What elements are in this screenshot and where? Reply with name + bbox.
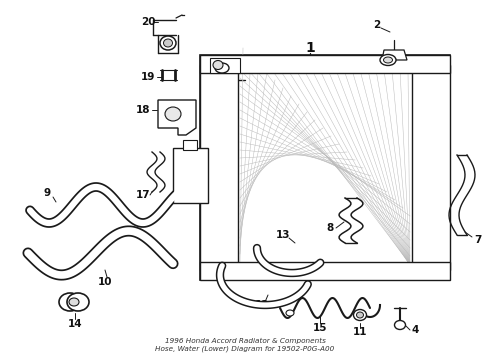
Bar bbox=[412, 65, 450, 270]
Text: 10: 10 bbox=[98, 277, 112, 287]
Text: 2: 2 bbox=[373, 20, 381, 30]
Bar bbox=[210, 58, 240, 73]
Polygon shape bbox=[158, 100, 196, 135]
Ellipse shape bbox=[160, 36, 176, 50]
Polygon shape bbox=[382, 50, 407, 60]
Bar bbox=[200, 55, 450, 280]
Text: 6: 6 bbox=[209, 65, 216, 75]
Bar bbox=[200, 262, 450, 280]
Ellipse shape bbox=[394, 320, 406, 329]
Text: 16: 16 bbox=[211, 170, 225, 180]
Text: 17: 17 bbox=[136, 190, 150, 200]
Text: 18: 18 bbox=[136, 105, 150, 115]
Text: 15: 15 bbox=[313, 323, 327, 333]
Ellipse shape bbox=[69, 298, 79, 306]
Bar bbox=[200, 65, 238, 270]
Text: 12: 12 bbox=[255, 300, 269, 310]
Text: 3: 3 bbox=[404, 57, 412, 67]
Ellipse shape bbox=[384, 57, 392, 63]
Ellipse shape bbox=[353, 310, 367, 320]
Text: 19: 19 bbox=[141, 72, 155, 82]
Text: 8: 8 bbox=[326, 223, 334, 233]
Text: 11: 11 bbox=[353, 327, 367, 337]
Text: 20: 20 bbox=[141, 17, 155, 27]
Bar bbox=[183, 140, 197, 150]
Ellipse shape bbox=[165, 107, 181, 121]
Ellipse shape bbox=[164, 39, 172, 47]
Bar bbox=[200, 55, 450, 73]
Ellipse shape bbox=[215, 63, 229, 73]
Text: 1996 Honda Accord Radiator & Components
Hose, Water (Lower) Diagram for 19502-P0: 1996 Honda Accord Radiator & Components … bbox=[155, 338, 335, 352]
Ellipse shape bbox=[213, 60, 223, 69]
Ellipse shape bbox=[380, 54, 396, 66]
Text: 1: 1 bbox=[305, 41, 315, 55]
Text: 13: 13 bbox=[276, 230, 290, 240]
Bar bbox=[173, 148, 208, 203]
Text: 5: 5 bbox=[262, 60, 269, 70]
Ellipse shape bbox=[286, 310, 294, 316]
Ellipse shape bbox=[357, 312, 364, 318]
Text: 7: 7 bbox=[474, 235, 482, 245]
Text: 9: 9 bbox=[44, 188, 50, 198]
Ellipse shape bbox=[59, 293, 81, 311]
Text: 14: 14 bbox=[68, 319, 82, 329]
Ellipse shape bbox=[67, 293, 89, 311]
Text: 4: 4 bbox=[411, 325, 418, 335]
